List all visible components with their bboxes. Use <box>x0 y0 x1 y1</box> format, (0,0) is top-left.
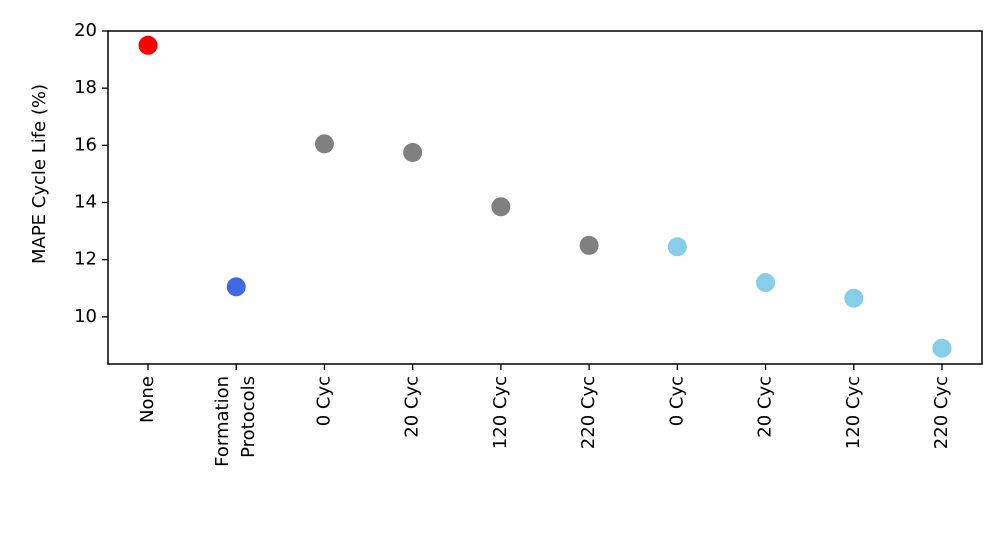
y-tick-label: 20 <box>74 20 97 41</box>
x-tick-label: Formation Protocols <box>212 376 259 467</box>
x-tick-label: 20 Cyc <box>755 376 776 438</box>
y-tick-label: 14 <box>74 192 97 213</box>
x-tick-label: 0 Cyc <box>666 376 687 426</box>
point <box>138 35 158 55</box>
point <box>314 134 334 154</box>
y-axis-label: MAPE Cycle Life (%) <box>29 84 50 264</box>
x-tick-label: 220 Cyc <box>578 376 599 449</box>
point <box>579 235 599 255</box>
x-tick-label: 120 Cyc <box>490 376 511 449</box>
x-tick-label: 20 Cyc <box>402 376 423 438</box>
x-tick-label: 0 Cyc <box>313 376 334 426</box>
y-tick-label: 10 <box>74 306 97 327</box>
point <box>226 277 246 297</box>
point <box>491 197 511 217</box>
point <box>403 142 423 162</box>
y-tick-label: 12 <box>74 249 97 270</box>
y-tick-label: 16 <box>74 134 97 155</box>
point <box>667 237 687 257</box>
plot-frame <box>107 30 983 365</box>
point <box>756 273 776 293</box>
x-tick-label: 120 Cyc <box>843 376 864 449</box>
x-tick-label: 220 Cyc <box>931 376 952 449</box>
y-tick-label: 18 <box>74 77 97 98</box>
point <box>932 338 952 358</box>
point <box>844 288 864 308</box>
x-tick-label: None <box>137 376 158 423</box>
